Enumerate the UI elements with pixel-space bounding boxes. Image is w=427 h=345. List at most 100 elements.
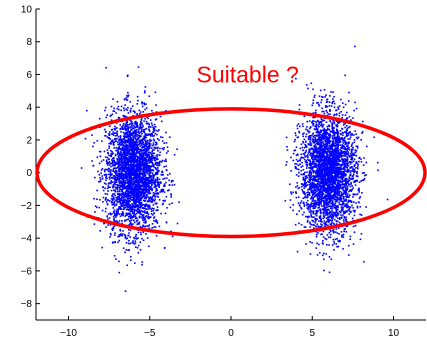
- scatter-point: [145, 191, 147, 193]
- scatter-point: [135, 138, 138, 141]
- scatter-point: [347, 179, 350, 181]
- scatter-point: [148, 130, 151, 133]
- scatter-point: [149, 140, 152, 142]
- scatter-point: [152, 131, 154, 134]
- scatter-point: [128, 134, 130, 136]
- scatter-point: [353, 153, 355, 155]
- scatter-point: [132, 139, 134, 141]
- scatter-point: [104, 210, 107, 213]
- scatter-point: [130, 158, 133, 161]
- scatter-point: [117, 235, 119, 238]
- scatter-point: [112, 168, 115, 171]
- scatter-point: [157, 196, 160, 198]
- scatter-point: [142, 211, 144, 213]
- scatter-point: [292, 191, 294, 194]
- scatter-point: [346, 185, 349, 188]
- scatter-point: [158, 181, 161, 184]
- scatter-point: [156, 181, 159, 183]
- scatter-point: [313, 192, 316, 195]
- scatter-point: [136, 166, 138, 169]
- scatter-point: [148, 173, 151, 175]
- scatter-point: [136, 135, 138, 138]
- scatter-point: [122, 144, 124, 146]
- scatter-point: [349, 170, 351, 173]
- scatter-point: [118, 138, 120, 141]
- scatter-point: [327, 148, 329, 150]
- scatter-point: [122, 158, 124, 160]
- scatter-point: [152, 177, 155, 180]
- scatter-point: [336, 171, 339, 173]
- scatter-point: [325, 210, 328, 213]
- scatter-point: [133, 182, 136, 184]
- scatter-point: [103, 128, 106, 131]
- scatter-point: [133, 167, 135, 169]
- scatter-point: [118, 196, 120, 198]
- scatter-point: [133, 195, 135, 197]
- scatter-point: [333, 242, 336, 245]
- scatter-point: [128, 133, 131, 135]
- scatter-point: [113, 161, 116, 163]
- scatter-point: [134, 136, 136, 138]
- scatter-point: [109, 125, 111, 127]
- scatter-point: [134, 134, 137, 136]
- scatter-point: [316, 190, 318, 192]
- scatter-point: [305, 128, 307, 131]
- scatter-point: [121, 169, 124, 171]
- scatter-point: [345, 145, 348, 147]
- scatter-point: [110, 140, 113, 142]
- scatter-point: [131, 146, 133, 149]
- scatter-point: [319, 133, 322, 136]
- scatter-point: [337, 121, 339, 124]
- scatter-point: [137, 201, 140, 203]
- scatter-point: [332, 143, 334, 145]
- scatter-point: [134, 235, 137, 238]
- scatter-point: [104, 156, 107, 158]
- scatter-point: [305, 161, 308, 164]
- scatter-point: [138, 162, 141, 165]
- scatter-point: [138, 161, 141, 164]
- scatter-point: [303, 179, 305, 181]
- scatter-point: [134, 176, 137, 178]
- scatter-point: [155, 234, 158, 237]
- scatter-point: [150, 210, 153, 212]
- scatter-point: [147, 167, 150, 170]
- scatter-point: [311, 147, 314, 150]
- scatter-point: [318, 167, 321, 169]
- scatter-point: [148, 181, 151, 183]
- scatter-point: [145, 208, 147, 210]
- scatter-point: [135, 149, 138, 151]
- scatter-point: [302, 184, 305, 186]
- scatter-point: [308, 137, 310, 139]
- scatter-point: [123, 201, 126, 203]
- scatter-point: [125, 241, 128, 244]
- scatter-point: [108, 132, 110, 135]
- scatter-point: [116, 176, 118, 179]
- scatter-point: [128, 152, 131, 155]
- scatter-point: [128, 212, 130, 215]
- scatter-point: [121, 188, 124, 191]
- scatter-point: [143, 154, 145, 157]
- scatter-point: [111, 199, 114, 201]
- scatter-point: [318, 150, 321, 153]
- scatter-point: [143, 103, 146, 106]
- scatter-point: [313, 207, 316, 210]
- scatter-point: [110, 129, 113, 131]
- scatter-point: [137, 184, 139, 186]
- scatter-point: [363, 179, 365, 181]
- scatter-point: [124, 155, 127, 158]
- scatter-point: [106, 187, 109, 190]
- scatter-point: [139, 213, 142, 216]
- scatter-point: [136, 95, 139, 98]
- scatter-point: [143, 149, 145, 152]
- scatter-point: [151, 134, 153, 136]
- scatter-point: [318, 197, 321, 199]
- scatter-point: [317, 136, 320, 139]
- scatter-point: [165, 169, 168, 172]
- scatter-point: [115, 210, 118, 213]
- scatter-point: [112, 110, 115, 112]
- scatter-point: [322, 189, 324, 191]
- scatter-point: [126, 141, 129, 144]
- scatter-point: [154, 163, 157, 165]
- scatter-point: [155, 168, 158, 171]
- scatter-point: [347, 134, 350, 136]
